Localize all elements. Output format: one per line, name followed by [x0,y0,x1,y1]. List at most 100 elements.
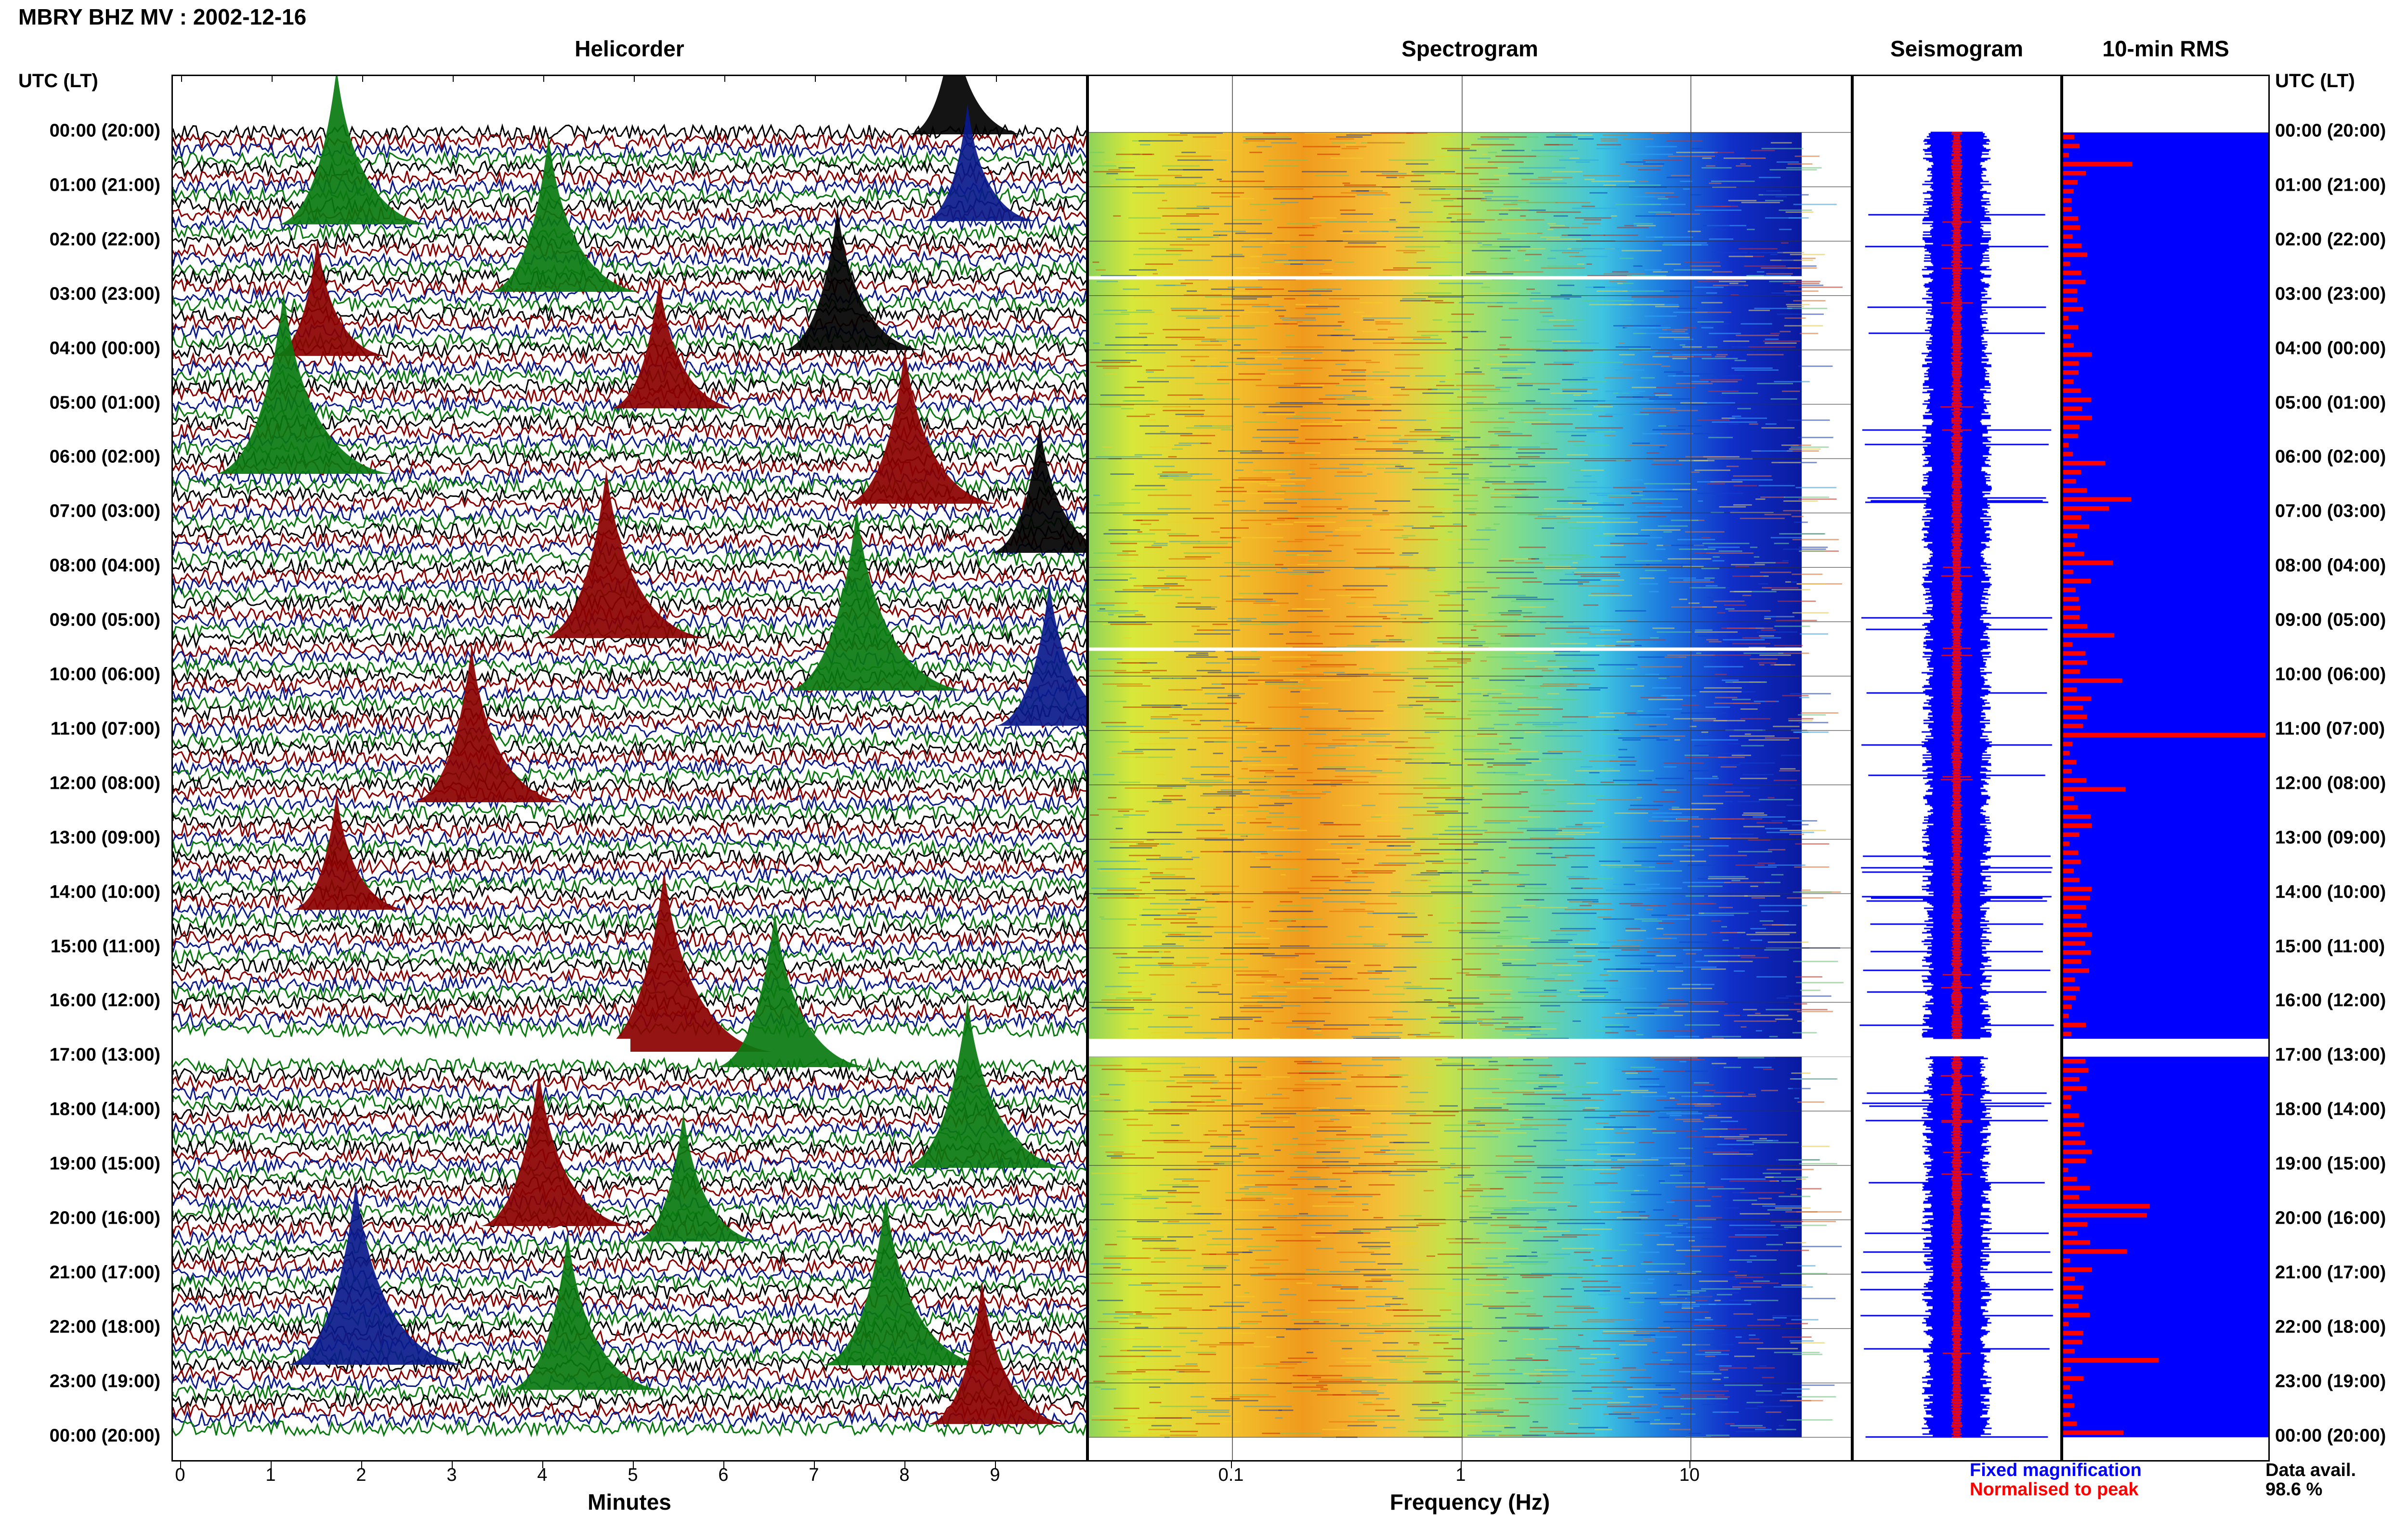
spectrogram-streak [1509,751,1538,752]
spectrogram-streak [1547,258,1556,259]
spectrogram-streak [1776,620,1817,621]
spectrogram-streak [1253,470,1295,471]
spectrogram-streak [1393,267,1431,269]
spectrogram-streak [1484,1103,1506,1105]
spectrogram-streak [1524,899,1544,901]
spectrogram-streak [1630,1377,1651,1378]
spectrogram-streak [1520,1263,1547,1265]
spectrogram-streak [1215,959,1244,960]
spectrogram-streak [1124,1427,1130,1428]
spectrogram-streak [1215,1400,1258,1401]
spectrogram-streak [1646,506,1682,508]
spectrogram-streak [1465,508,1477,509]
spectrogram-streak [1340,233,1386,234]
spectrogram-streak [1764,949,1789,951]
spectrogram-streak [1481,287,1490,288]
spectrogram-streak [1184,1144,1200,1145]
spectrogram-streak [1281,874,1285,875]
spectrogram-streak [1123,1119,1139,1120]
spectrogram-streak [1095,1003,1130,1005]
spectrogram-streak [1317,963,1356,964]
spectrogram-streak [1181,152,1196,153]
spectrogram-streak [1645,570,1667,571]
spectrogram-streak [1470,911,1500,912]
spectrogram-streak [1151,716,1172,718]
spectrogram-streak [1511,495,1529,496]
spectrogram-streak [1737,1250,1778,1251]
spectrogram-streak [1660,1331,1695,1332]
spectrogram-streak [1100,394,1145,396]
spectrogram-streak [1233,1284,1241,1286]
spectrogram-streak [1731,346,1750,348]
spectrogram-streak [1444,483,1470,484]
spectrogram-streak [1496,1171,1531,1172]
spectrogram-streak [1181,283,1193,284]
spectrogram-streak [1787,1419,1832,1421]
spectrogram-streak [1172,1186,1198,1188]
spectrogram-streak [1427,810,1458,812]
spectrogram-streak [1780,1225,1827,1226]
spectrogram-streak [1523,1059,1533,1060]
spectrogram-streak [1462,1425,1510,1426]
spectrogram-streak [1728,610,1771,612]
spectrogram-streak [1484,832,1523,833]
spectrogram-streak [1469,1217,1492,1218]
spectrogram-streak [1096,504,1124,506]
spectrogram-streak [1201,966,1248,968]
spectrogram-streak [1800,333,1818,334]
spectrogram-streak [1529,1404,1566,1405]
spectrogram-streak [1094,579,1128,581]
spectrogram-streak [1249,152,1262,153]
spectrogram-streak [1314,1121,1334,1122]
spectrogram-streak [1381,1149,1395,1151]
spectrogram-streak [1317,1284,1341,1286]
spectrogram-streak [1249,782,1267,783]
spectrogram-streak [1521,1028,1557,1030]
spectrogram-streak [1174,479,1221,481]
spectrogram-streak [1717,1144,1754,1145]
spectrogram-streak [1516,653,1559,654]
spectrogram-streak [1652,812,1682,814]
spectrogram-streak [1542,758,1584,760]
spectrogram-streak [1419,1015,1438,1016]
spectrogram-streak [1530,837,1574,839]
spectrogram-streak [1653,801,1675,802]
spectrogram-streak [1681,1413,1696,1415]
spectrogram-streak [1603,533,1638,535]
spectrogram-streak [1188,749,1196,750]
spectrogram-streak [1540,1005,1560,1006]
spectrogram-streak [1594,545,1623,546]
spectrogram-streak [1605,1026,1629,1028]
spectrogram-streak [1274,1149,1281,1151]
spectrogram-streak [1465,371,1482,373]
spectrogram-streak [1429,1032,1440,1033]
spectrogram-streak [1302,171,1347,172]
spectrogram-streak [1273,1309,1285,1311]
spectrogram-streak [1611,1167,1624,1168]
spectrogram-streak [1769,169,1817,170]
spectrogram-streak [1526,1082,1564,1084]
spectrogram-streak [1382,1323,1424,1324]
spectrogram-streak [1418,1406,1446,1407]
spectrogram-streak [1537,963,1568,964]
spectrogram-streak [1191,982,1196,983]
spectrogram-streak [1600,864,1641,866]
spectrogram-streak [1724,1067,1741,1068]
spectrogram-streak [1141,1373,1173,1374]
spectrogram-streak [1707,597,1712,598]
spectrogram-streak [1735,864,1765,866]
spectrogram-streak [1786,1323,1808,1324]
spectrogram-streak [1194,1123,1206,1124]
spectrogram-streak [1116,828,1123,829]
spectrogram-streak [1487,572,1534,573]
spectrogram-streak [1465,953,1499,954]
spectrogram-title: Spectrogram [1401,36,1538,62]
spectrogram-streak [1459,624,1477,625]
spectrogram-streak [1780,1250,1809,1251]
spectrogram-streak [1493,354,1522,355]
spectrogram-streak [1309,468,1320,469]
spectrogram-streak [1639,1084,1659,1085]
spectrogram-streak [1313,1030,1322,1032]
spectrogram-streak [1779,1425,1783,1426]
spectrogram-streak [1519,466,1535,467]
